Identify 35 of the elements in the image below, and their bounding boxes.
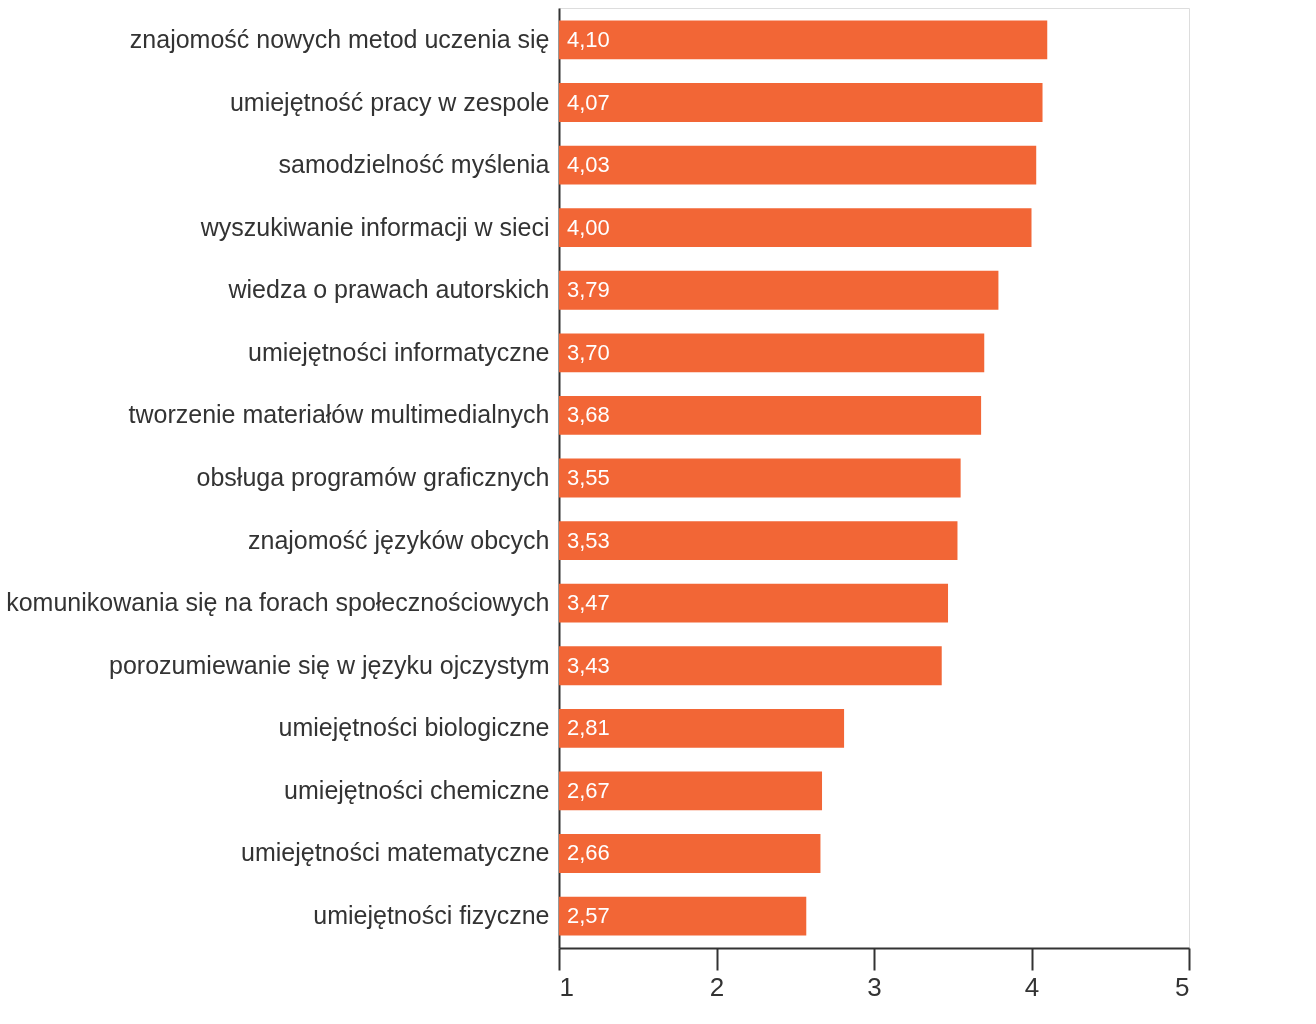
data-label: 4,03 (567, 152, 610, 178)
data-label: 2,66 (567, 840, 610, 866)
data-label: 3,53 (567, 527, 610, 553)
y-tick-label: znajomość nowych metod uczenia się (129, 24, 550, 53)
y-tick-label: porozumiewanie się w języku ojczystym (109, 650, 550, 679)
data-label: 4,07 (567, 89, 610, 115)
y-tick-label: umiejętności chemiczne (284, 775, 550, 804)
y-tick-label: umiejętności informatyczne (247, 337, 550, 366)
data-label: 3,55 (567, 465, 610, 490)
data-label: 3,43 (567, 652, 610, 678)
y-tick-label: samodzielność myślenia (278, 150, 550, 179)
data-label: 3,79 (567, 277, 610, 303)
y-tick-label: komunikowania się na forach społecznościowych (6, 588, 550, 617)
y-tick-label: tworzenie materiałów multimedialnych (128, 400, 550, 429)
data-label: 3,70 (567, 339, 610, 365)
x-tick-label: 1 (559, 971, 574, 1002)
data-label: 3,47 (567, 590, 610, 616)
y-tick-label: umiejętności biologiczne (278, 713, 550, 742)
y-tick-label: wiedza o prawach autorskich (227, 275, 550, 304)
data-label: 4,10 (567, 26, 610, 52)
data-label: 3,68 (567, 402, 610, 428)
data-label: 2,57 (567, 903, 610, 929)
y-tick-label: umiejętność pracy w zespole (229, 87, 550, 116)
data-label: 4,00 (567, 214, 610, 240)
y-tick-label: obsługa programów graficznych (196, 463, 550, 491)
x-tick-label: 4 (1024, 971, 1040, 1002)
x-tick-label: 5 (1175, 971, 1190, 1002)
y-tick-label: wyszukiwanie informacji w sieci (199, 212, 550, 241)
x-tick-label: 2 (709, 971, 725, 1002)
y-tick-label: znajomość języków obcych (247, 525, 550, 554)
x-tick-label: 3 (867, 971, 882, 1002)
y-tick-label: umiejętności matematyczne (241, 838, 550, 867)
data-label: 2,81 (567, 715, 610, 741)
data-label: 2,67 (567, 777, 610, 803)
y-tick-label: umiejętności fizyczne (313, 901, 550, 930)
